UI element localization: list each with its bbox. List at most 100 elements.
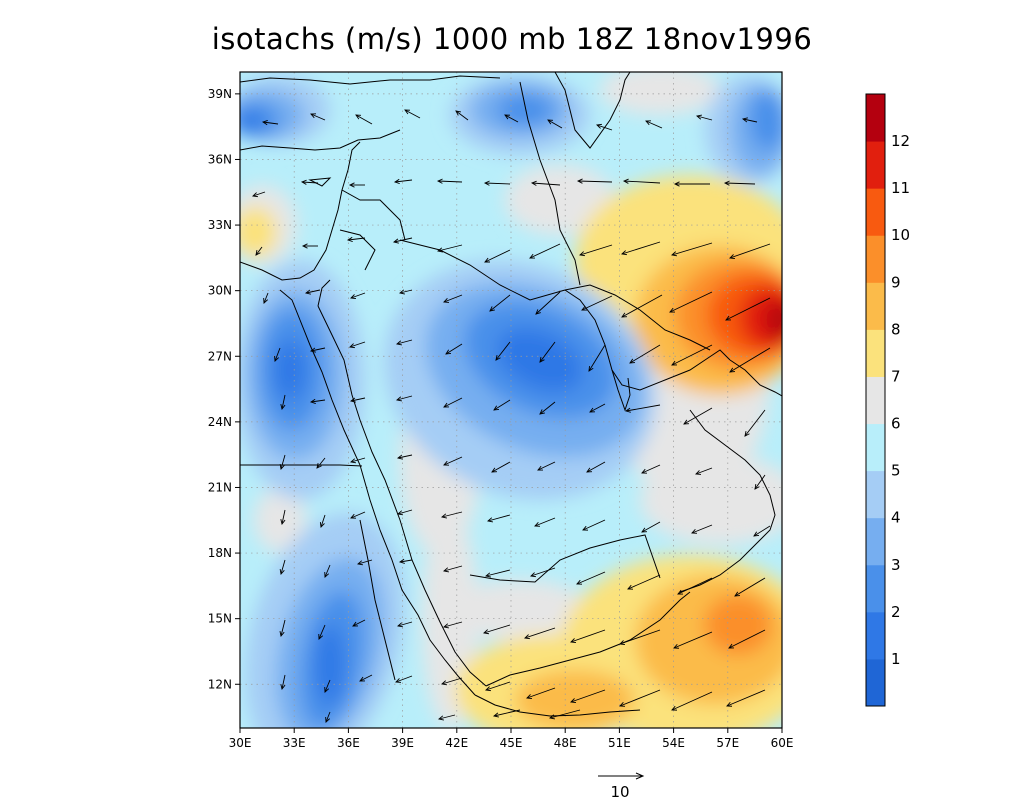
wind-arrow [392, 237, 413, 244]
wind-arrow-shaft [399, 289, 413, 294]
wind-arrow-shaft [347, 237, 366, 241]
wind-arrow-head [359, 676, 366, 682]
wind-arrow [673, 631, 713, 649]
wind-arrow-shaft [441, 511, 463, 518]
wind-arrow-shaft [305, 289, 321, 294]
wind-arrow [570, 689, 606, 703]
zone-2-3-turkmenistan [750, 90, 782, 150]
wind-arrow-head [645, 120, 652, 126]
wind-arrow-shaft [491, 461, 511, 473]
lat-tick-label: 18N [208, 546, 232, 560]
wind-arrow-head [483, 629, 490, 635]
wind-arrow-shaft [324, 679, 331, 693]
wind-arrow-shaft [485, 681, 511, 691]
wind-arrow-head [641, 468, 648, 474]
wind-arrow-head [728, 643, 735, 649]
wind-arrow [397, 621, 413, 628]
wind-arrow-shaft [301, 181, 319, 184]
wind-arrow-shaft [549, 709, 581, 719]
lon-tick-label: 36E [337, 736, 360, 750]
wind-arrow-head [396, 396, 402, 402]
wind-arrow-head [279, 631, 285, 638]
wind-arrow [530, 180, 561, 186]
wind-arrow-shaft [280, 619, 286, 637]
wind-arrow-shaft [399, 559, 413, 563]
lon-tick-label: 33E [283, 736, 306, 750]
wind-arrow-shaft [455, 110, 469, 121]
wind-arrow-shaft [493, 709, 521, 717]
wind-arrow [539, 341, 556, 363]
wind-arrow-shaft [350, 457, 366, 463]
wind-arrow-shaft [263, 292, 269, 304]
wind-arrow-head [279, 463, 285, 470]
lat-tick-label: 12N [208, 677, 232, 691]
wind-arrow-head [348, 182, 355, 188]
wind-arrow-shaft [535, 291, 561, 315]
wind-arrow-shaft [359, 674, 373, 682]
sudan-ethiopia-border [359, 519, 396, 681]
wind-arrow [487, 514, 511, 523]
wind-arrow-head [395, 678, 402, 683]
wind-arrow [596, 123, 613, 131]
color-bar-segment [866, 517, 885, 566]
color-bar-label: 8 [891, 320, 901, 338]
wind-arrow-head [539, 409, 545, 415]
wind-arrow-shaft [443, 565, 463, 572]
wind-arrow-shaft [530, 567, 556, 577]
wind-arrow [324, 564, 331, 578]
wind-arrow-shaft [577, 180, 613, 183]
wind-arrow-shaft [397, 621, 413, 627]
wind-arrow-head [393, 178, 400, 185]
wind-arrow [350, 511, 366, 519]
wind-arrow [396, 454, 413, 460]
wind-arrow-head [504, 114, 511, 120]
map-title: isotachs (m/s) 1000 mb 18Z 18nov1996 [211, 22, 813, 56]
wind-arrow-shaft [539, 401, 556, 415]
wind-arrow-shaft [696, 115, 713, 121]
color-bar-segment [866, 329, 885, 377]
wind-arrow-head [398, 289, 405, 295]
wind-arrow-head [723, 180, 730, 186]
wind-arrow-shaft [734, 577, 766, 597]
wind-arrow [526, 687, 556, 699]
wind-arrow [619, 629, 661, 646]
wind-arrow [683, 407, 713, 425]
wind-arrow-shaft [504, 114, 519, 123]
wind-arrow-shaft [310, 113, 326, 121]
wind-arrow-shaft [729, 347, 771, 373]
wind-arrow-shaft [621, 294, 663, 318]
wind-arrow-shaft [443, 397, 463, 408]
wind-arrow [484, 249, 511, 263]
wind-arrow-head [677, 589, 684, 595]
wind-arrow [441, 677, 463, 686]
lat-tick-label: 15N [208, 612, 232, 626]
wind-arrow [723, 180, 756, 186]
wind-vectors [252, 109, 771, 723]
wind-arrow [753, 525, 771, 537]
color-bar-segment [866, 235, 885, 283]
wind-arrow [255, 246, 263, 256]
wind-arrow-shaft [589, 403, 606, 413]
wind-arrow [581, 295, 613, 311]
wind-arrow [629, 344, 661, 364]
wind-arrow [279, 454, 286, 470]
wind-arrow-shaft [641, 521, 661, 533]
wind-arrow [280, 394, 286, 411]
wind-arrow-shaft [669, 291, 713, 313]
lat-tick-label: 27N [208, 349, 232, 363]
wind-arrow-shaft [394, 179, 413, 183]
wind-arrow-head [570, 698, 577, 703]
wind-arrow-head [671, 251, 678, 257]
iraq-iran-border [519, 81, 581, 286]
zone-2-3-caucasus [497, 94, 553, 126]
wind-arrow-head [627, 584, 634, 590]
wind-arrow-shaft [393, 237, 413, 243]
wind-arrow-shaft [441, 677, 463, 685]
wind-arrow-shaft [531, 182, 561, 186]
wind-arrow-head [261, 120, 268, 126]
wind-arrow [483, 180, 511, 186]
wind-arrow-shaft [576, 571, 606, 585]
wind-arrow [619, 689, 661, 707]
wind-arrow [579, 244, 613, 257]
